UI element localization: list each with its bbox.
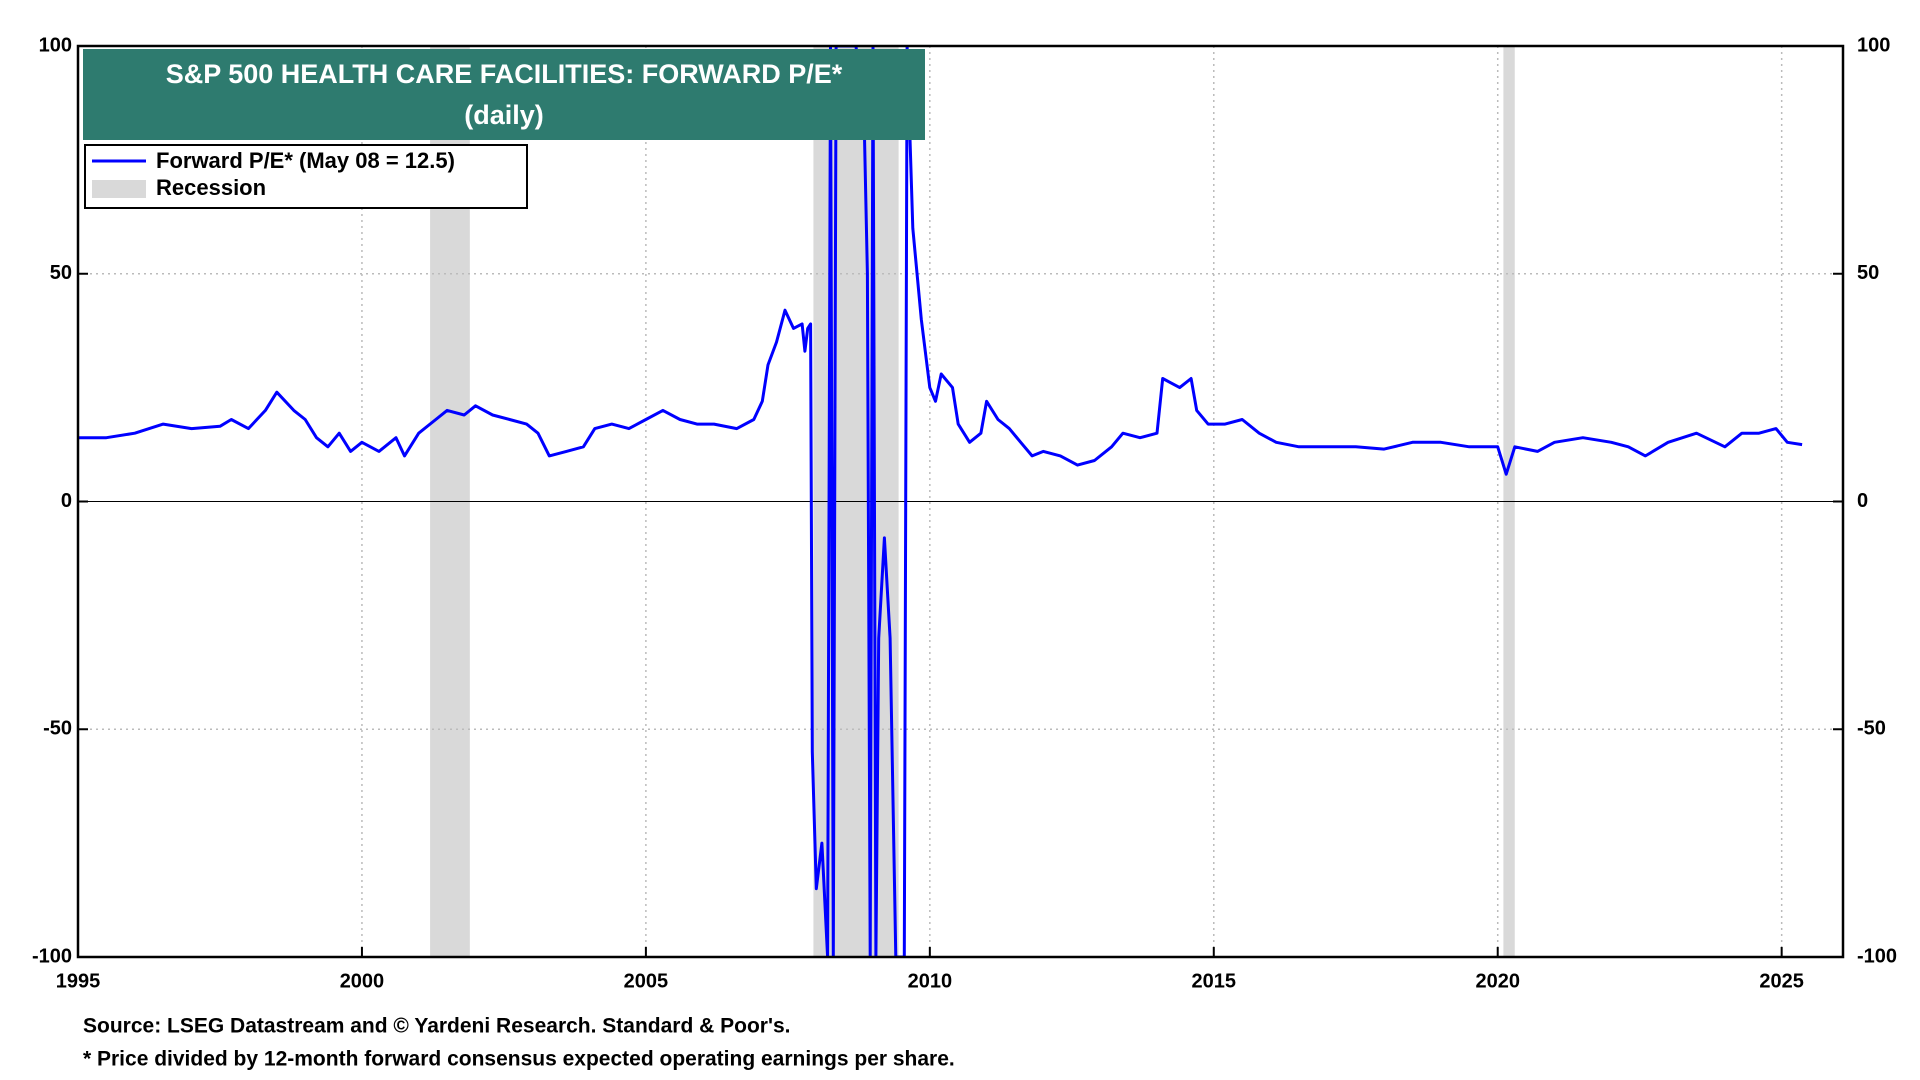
front-layer: S&P 500 HEALTH CARE FACILITIES: FORWARD …	[32, 34, 1897, 1070]
line-layer	[78, 46, 1803, 957]
x-tick-label: 2025	[1759, 970, 1804, 992]
legend-box	[84, 144, 528, 209]
chart-title: S&P 500 HEALTH CARE FACILITIES: FORWARD …	[166, 59, 843, 89]
footnote: Source: LSEG Datastream and © Yardeni Re…	[83, 1015, 790, 1038]
y-tick-label: -100	[32, 945, 72, 967]
x-tick-label: 2020	[1475, 970, 1520, 992]
x-tick-label: 1995	[56, 970, 101, 992]
y-tick-label: 100	[39, 34, 72, 56]
y2-tick-label: 0	[1857, 490, 1868, 512]
legend-label: Forward P/E* (May 08 = 12.5)	[156, 148, 455, 173]
y-tick-label: -50	[43, 718, 72, 740]
x-tick-label: 2015	[1192, 970, 1237, 992]
y2-tick-label: -100	[1857, 945, 1897, 967]
legend-swatch	[92, 180, 146, 198]
footnote: * Price divided by 12-month forward cons…	[83, 1048, 955, 1071]
chart-subtitle: (daily)	[464, 100, 544, 130]
y-tick-label: 50	[50, 262, 72, 284]
y-tick-label: 0	[61, 490, 72, 512]
y2-tick-label: 50	[1857, 262, 1879, 284]
x-tick-label: 2005	[624, 970, 669, 992]
title-box	[83, 49, 925, 140]
y2-tick-label: -50	[1857, 718, 1886, 740]
x-tick-label: 2010	[908, 970, 953, 992]
y2-tick-label: 100	[1857, 34, 1890, 56]
x-tick-label: 2000	[340, 970, 385, 992]
legend-label: Recession	[156, 175, 266, 200]
data-line	[78, 46, 1803, 957]
